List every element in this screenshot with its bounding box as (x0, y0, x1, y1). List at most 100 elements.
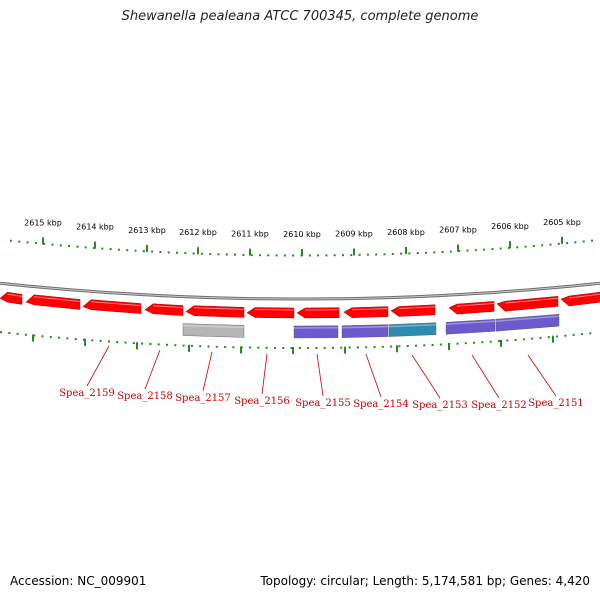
tick-dot (391, 253, 394, 255)
tick-dot (532, 245, 535, 247)
tick-dot (572, 333, 575, 336)
tick-dot (167, 251, 170, 254)
tick-dot (232, 346, 235, 349)
major-tick (396, 345, 398, 353)
tick-dot (151, 250, 154, 253)
tick-dot (481, 341, 484, 344)
tick-dot (340, 346, 343, 349)
tick-dot (84, 246, 87, 249)
tick-dot (531, 337, 534, 340)
tick-dot (215, 345, 218, 348)
major-tick (84, 338, 86, 346)
accession-text: Accession: NC_009901 (10, 574, 147, 588)
major-tick (136, 342, 138, 350)
major-tick (188, 344, 190, 352)
tick-dot (425, 251, 427, 254)
purple-feature (445, 319, 496, 335)
leader-line (411, 354, 441, 399)
scale-label: 2612 kbp (179, 228, 217, 237)
gene-arrow (82, 299, 142, 314)
tick-dot (582, 240, 585, 243)
tick-dot (408, 252, 411, 255)
tick-dot (483, 248, 486, 251)
tick-dot (416, 252, 419, 255)
tick-dot (498, 340, 500, 343)
tick-dot (489, 340, 492, 343)
tick-dot (298, 347, 301, 349)
tick-dot (557, 242, 560, 245)
gene-shine (193, 307, 245, 310)
leader-line (86, 345, 110, 387)
tick-dot (308, 254, 311, 257)
gene-arrow (296, 307, 340, 319)
tick-dot (400, 252, 403, 255)
tick-dot (342, 254, 344, 257)
tick-dot (76, 245, 79, 248)
scale-label: 2611 kbp (231, 230, 269, 239)
tick-dot (18, 240, 21, 243)
scale-label: 2607 kbp (439, 226, 477, 235)
tick-dot (58, 336, 61, 339)
gene-shine (7, 293, 23, 297)
tick-dot (200, 252, 203, 255)
tick-dot (556, 335, 559, 338)
scale-label: 2610 kbp (283, 230, 321, 239)
tick-dot (101, 247, 104, 250)
tick-dot (34, 242, 37, 245)
gene-label: Spea_2157 (175, 393, 231, 404)
tick-dot (323, 346, 326, 349)
purple-feature (293, 325, 339, 339)
scale-label: 2613 kbp (128, 226, 166, 235)
tick-dot (68, 245, 71, 247)
major-tick (500, 339, 502, 347)
major-tick (94, 241, 96, 249)
bottom-tick-track (0, 331, 592, 354)
scale-label: 2605 kbp (543, 218, 581, 227)
tick-dot (250, 254, 253, 257)
tick-dot (290, 347, 293, 349)
tick-dot (581, 333, 583, 336)
major-tick (292, 347, 294, 354)
gene-label: Spea_2152 (471, 400, 527, 411)
purple-feature (495, 313, 560, 332)
tick-dot (381, 345, 384, 348)
tick-dot (499, 247, 502, 250)
tick-dot (242, 253, 245, 256)
leader-line (202, 351, 213, 392)
tick-dot (406, 345, 409, 347)
scale-label: 2614 kbp (76, 223, 114, 232)
major-tick (197, 247, 199, 255)
tick-dot (439, 343, 442, 346)
tick-dot (265, 346, 268, 349)
tick-dot (166, 343, 168, 346)
tick-dot (549, 243, 552, 246)
major-tick (509, 241, 511, 249)
tick-dot (249, 346, 251, 349)
tick-dot (473, 341, 476, 344)
grey-feature (182, 323, 245, 338)
gene-label: Spea_2158 (117, 391, 173, 402)
tick-dot (366, 253, 369, 256)
tick-dot (431, 344, 434, 346)
tick-dot (267, 254, 270, 257)
tick-dot (141, 342, 144, 345)
tick-dot (66, 337, 69, 340)
major-tick (240, 346, 242, 354)
tick-dot (174, 344, 177, 347)
tick-dot (116, 341, 119, 344)
top-tick-track (10, 236, 593, 257)
tick-dot (415, 344, 417, 347)
scale-label: 2615 kbp (24, 218, 62, 227)
feature-shine (182, 324, 245, 329)
scale-label: 2609 kbp (335, 230, 373, 239)
gene-arrow (25, 294, 81, 310)
tick-dot (390, 345, 393, 348)
tick-dot (325, 254, 328, 257)
tick-dot (49, 336, 52, 338)
tick-dot (192, 252, 195, 255)
tick-dot (356, 346, 359, 349)
leader-line (144, 349, 161, 390)
tick-dot (315, 347, 318, 349)
tick-dot (59, 244, 62, 247)
tick-dot (307, 347, 310, 349)
